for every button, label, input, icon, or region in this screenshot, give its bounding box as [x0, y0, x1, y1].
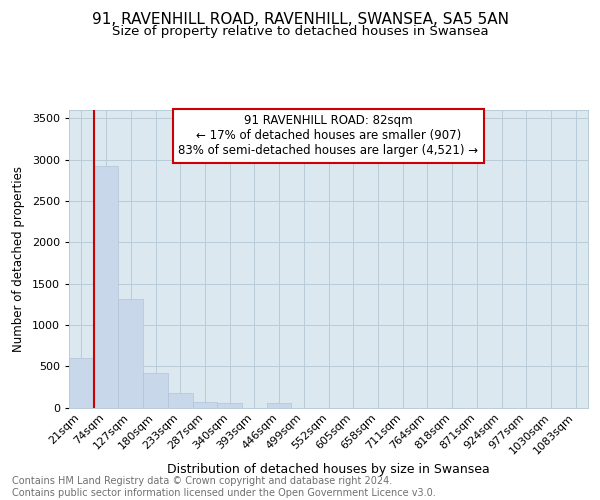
Text: 91 RAVENHILL ROAD: 82sqm
← 17% of detached houses are smaller (907)
83% of semi-: 91 RAVENHILL ROAD: 82sqm ← 17% of detach… [178, 114, 479, 158]
Y-axis label: Number of detached properties: Number of detached properties [12, 166, 25, 352]
Bar [193, 402, 217, 407]
Text: 91, RAVENHILL ROAD, RAVENHILL, SWANSEA, SA5 5AN: 91, RAVENHILL ROAD, RAVENHILL, SWANSEA, … [91, 12, 509, 28]
Bar [69, 358, 94, 408]
Bar [94, 166, 118, 408]
Bar [217, 403, 242, 407]
Bar [143, 373, 168, 408]
Bar [118, 299, 143, 408]
Text: Contains HM Land Registry data © Crown copyright and database right 2024.
Contai: Contains HM Land Registry data © Crown c… [12, 476, 436, 498]
Bar [168, 393, 193, 407]
X-axis label: Distribution of detached houses by size in Swansea: Distribution of detached houses by size … [167, 463, 490, 476]
Text: Size of property relative to detached houses in Swansea: Size of property relative to detached ho… [112, 25, 488, 38]
Bar [267, 403, 292, 407]
